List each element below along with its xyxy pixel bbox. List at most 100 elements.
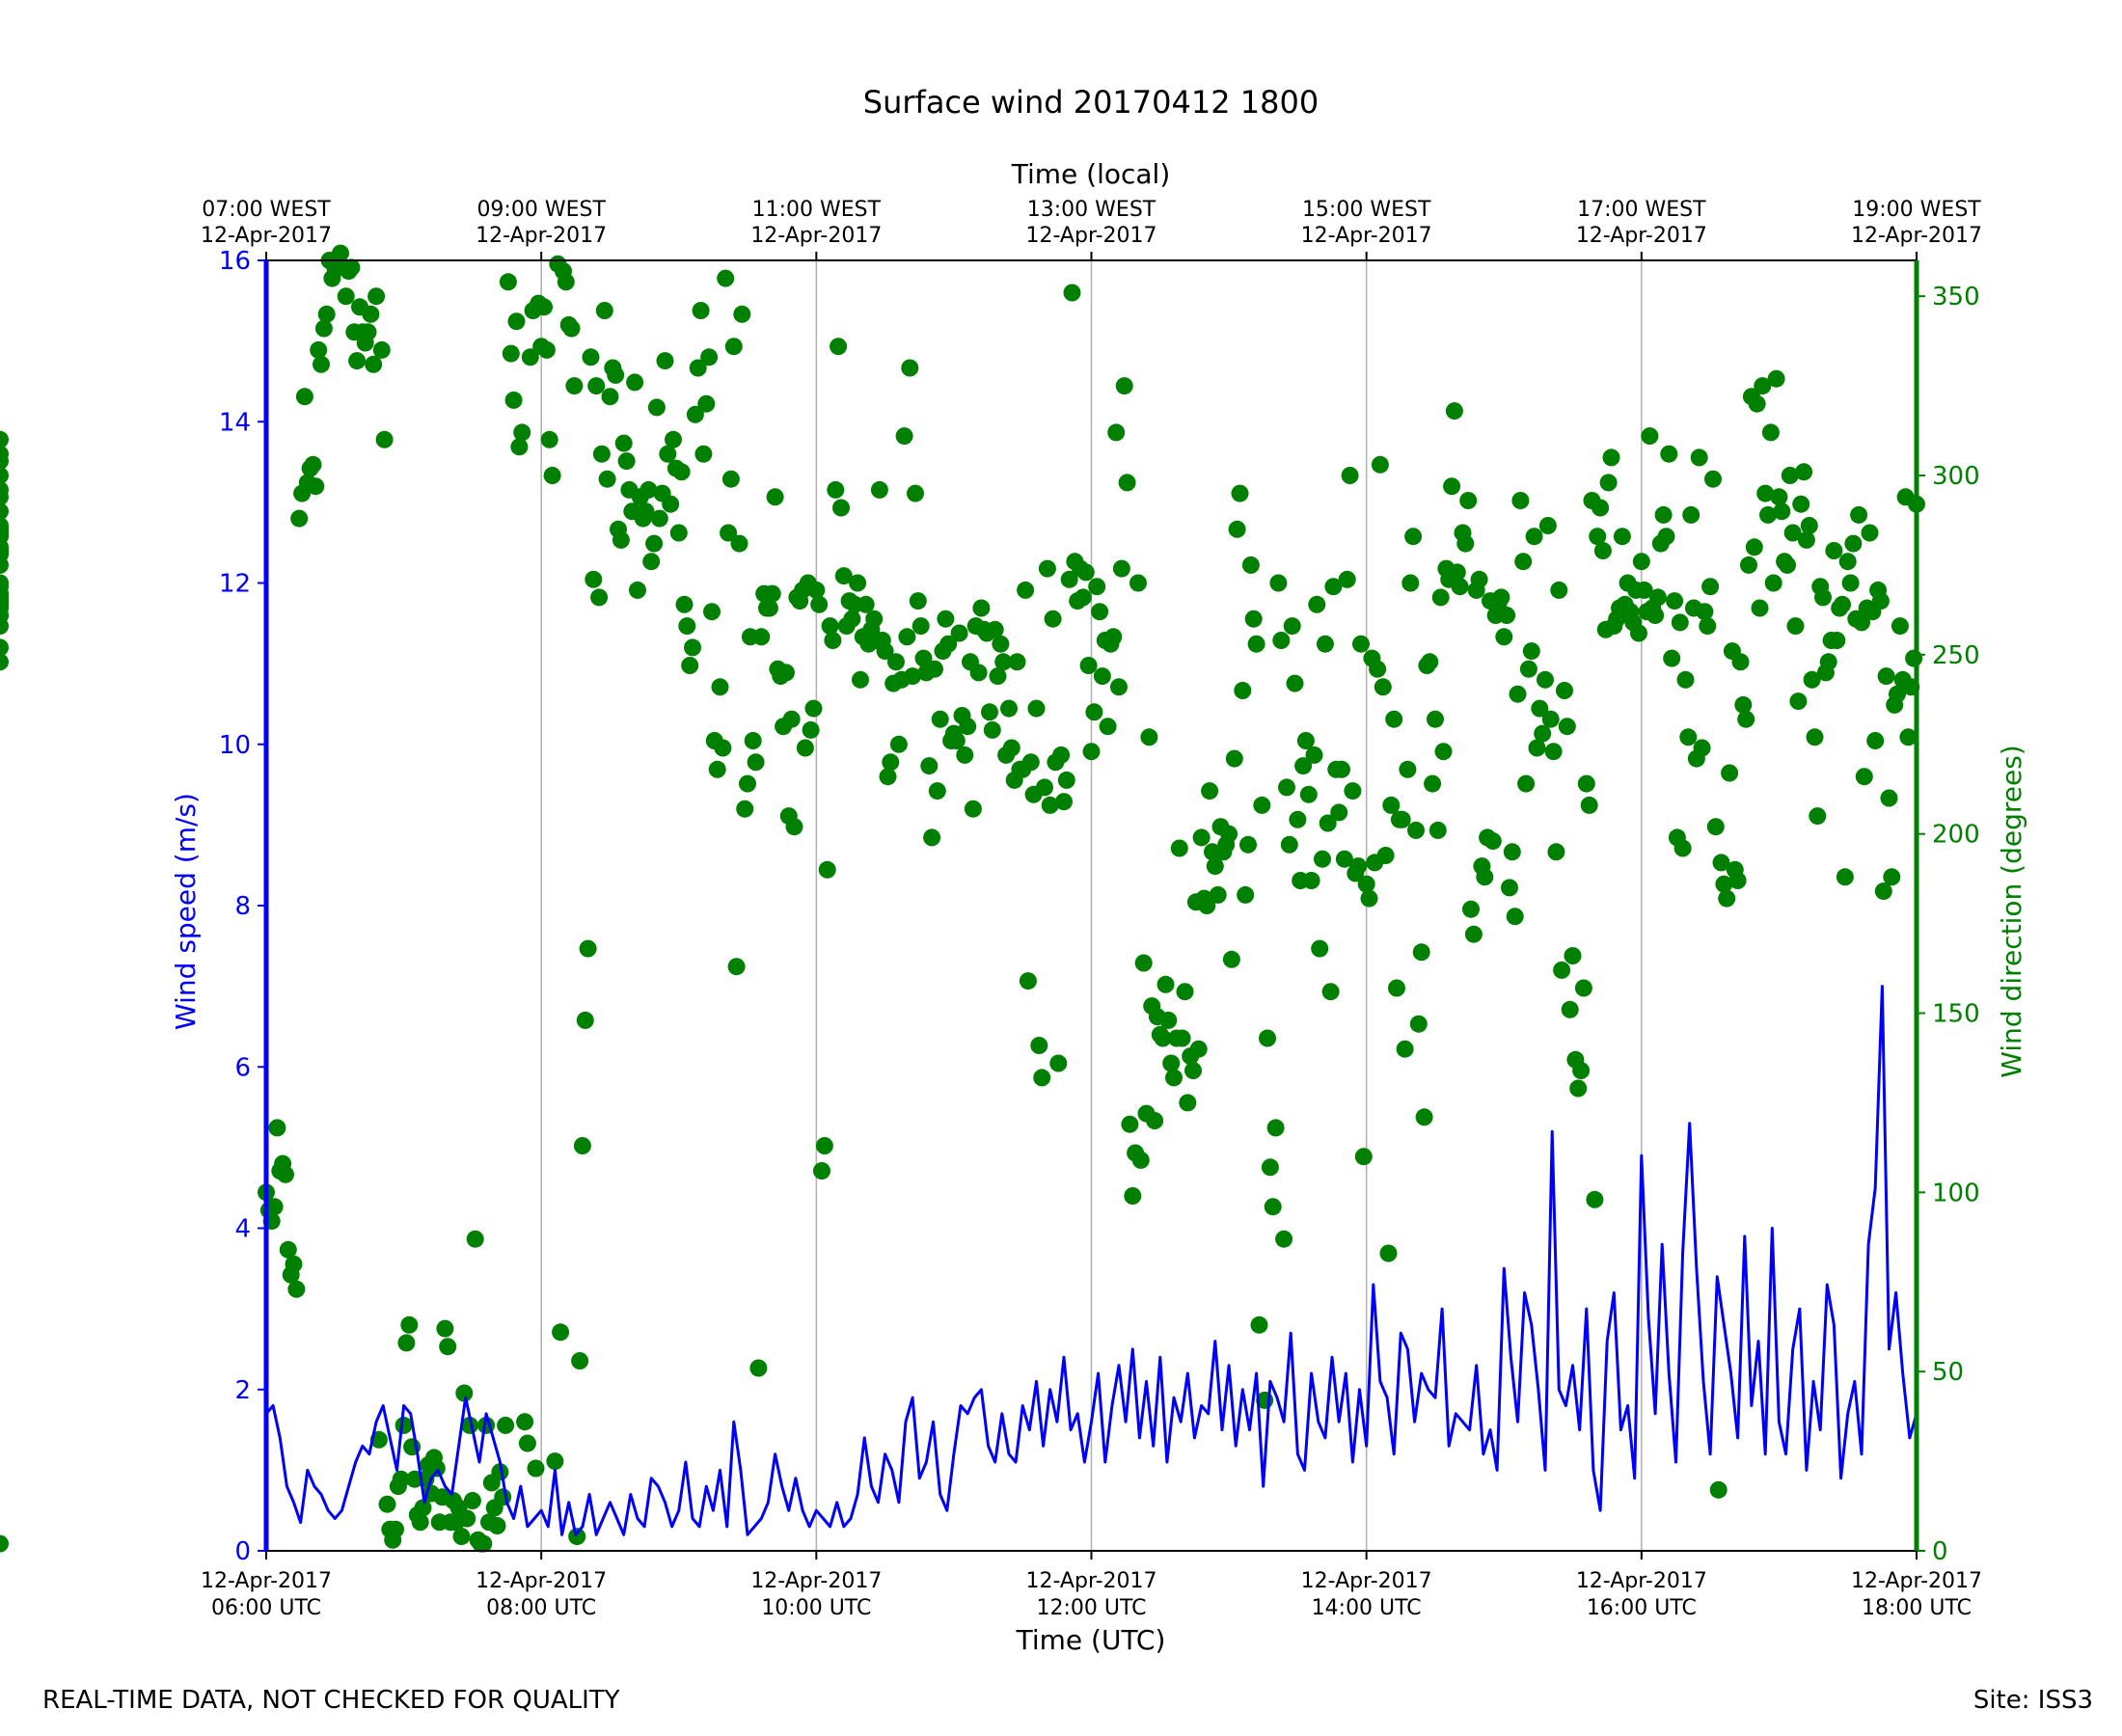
direction-point (1319, 814, 1337, 832)
direction-point (1074, 588, 1092, 607)
direction-point (313, 355, 330, 373)
direction-point (1696, 603, 1714, 621)
direction-point (1506, 908, 1524, 926)
direction-point (1797, 530, 1815, 549)
direction-point (1206, 857, 1224, 876)
site-label: Site: ISS3 (1972, 1686, 2093, 1715)
direction-point (1459, 492, 1478, 509)
direction-point (1443, 477, 1461, 496)
direction-point (1809, 807, 1827, 826)
direction-point (1283, 617, 1301, 636)
direction-point (804, 699, 823, 718)
direction-point (1017, 581, 1035, 599)
direction-point (392, 1470, 410, 1488)
direction-point (1289, 810, 1307, 828)
direction-point (1294, 757, 1313, 775)
direction-point (629, 581, 646, 599)
direction-point (1121, 1115, 1139, 1133)
direction-point (1495, 628, 1513, 646)
top-tick-label: 13:00 WEST (1027, 198, 1156, 222)
direction-point (739, 774, 756, 793)
direction-point (1538, 517, 1557, 534)
direction-point (730, 534, 748, 553)
direction-point (1104, 628, 1123, 646)
direction-point (1462, 900, 1480, 918)
direction-point (1198, 897, 1216, 914)
direction-point (427, 1459, 446, 1478)
direction-point (521, 348, 539, 366)
direction-point (1836, 868, 1854, 886)
direction-point (1541, 710, 1560, 728)
direction-point (1654, 505, 1673, 524)
y-tick-label: 2 (234, 1376, 251, 1405)
direction-point (1341, 467, 1359, 484)
direction-point (1514, 553, 1533, 571)
direction-point (362, 305, 380, 323)
direction-point (1712, 854, 1730, 872)
direction-point (1314, 850, 1331, 868)
direction-point (1556, 682, 1573, 699)
direction-point (972, 599, 991, 617)
direction-point (1767, 369, 1785, 388)
direction-point (372, 340, 391, 359)
direction-point (700, 348, 719, 366)
direction-point (1599, 474, 1618, 492)
direction-point (1779, 556, 1796, 574)
direction-point (810, 595, 829, 613)
direction-point (830, 338, 848, 356)
direction-point (557, 273, 575, 291)
direction-point (1789, 692, 1808, 711)
x-axis-label: Time (UTC) (1016, 1624, 1166, 1656)
top-tick-label: 09:00 WEST (476, 198, 606, 222)
direction-point (1124, 1187, 1142, 1205)
direction-point (0, 430, 9, 448)
direction-point (992, 635, 1010, 653)
direction-point (1129, 574, 1147, 592)
y-tick-label: 4 (234, 1215, 251, 1244)
direction-point (1476, 868, 1494, 886)
direction-point (1783, 524, 1802, 542)
top-tick-label: 12-Apr-2017 (1301, 224, 1432, 248)
direction-point (1049, 1054, 1068, 1072)
direction-point (931, 710, 949, 728)
x-tick-label: 12-Apr-2017 (1301, 1569, 1432, 1593)
direction-point (1891, 617, 1909, 636)
direction-point (1360, 889, 1378, 908)
direction-point (1088, 578, 1106, 596)
direction-point (1850, 505, 1868, 524)
direction-point (1280, 835, 1298, 854)
direction-point (656, 352, 674, 370)
direction-point (455, 1384, 474, 1402)
direction-point (689, 359, 707, 377)
direction-point (1264, 1198, 1282, 1216)
direction-point (1076, 563, 1095, 582)
direction-point (1407, 821, 1425, 839)
direction-point (1464, 925, 1483, 943)
direction-point (1745, 538, 1763, 556)
direction-point (1401, 574, 1420, 592)
direction-point (1553, 961, 1571, 979)
direction-point (565, 377, 584, 395)
direction-point (1756, 484, 1775, 502)
direction-point (1192, 828, 1211, 847)
direction-point (452, 1528, 471, 1546)
direction-point (1030, 1037, 1048, 1054)
direction-point (590, 588, 609, 607)
direction-point (601, 388, 619, 406)
direction-point (686, 405, 704, 423)
direction-point (1374, 678, 1392, 696)
y-tick-label: 8 (234, 892, 251, 921)
direction-point (727, 958, 746, 976)
direction-point (0, 1534, 9, 1553)
direction-point (815, 1137, 833, 1154)
direction-point (268, 1119, 286, 1137)
direction-point (1792, 495, 1810, 513)
speed-line (264, 985, 1918, 1536)
direction-point (1272, 632, 1291, 649)
direction-point (1569, 1079, 1588, 1098)
direction-point (0, 653, 9, 671)
direction-point (697, 394, 716, 413)
direction-point (436, 1319, 454, 1338)
direction-point (543, 467, 561, 484)
direction-point (763, 584, 781, 603)
